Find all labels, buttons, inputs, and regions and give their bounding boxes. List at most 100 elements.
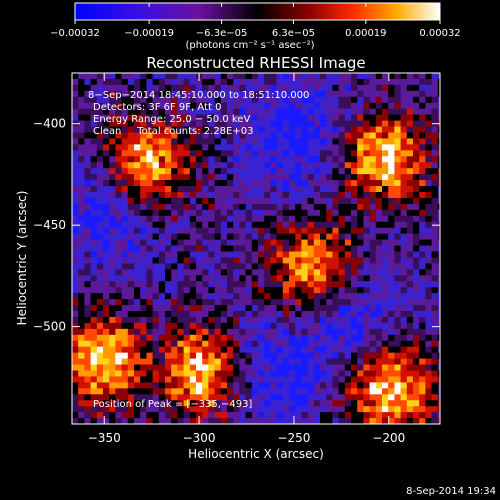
heatmap-cell (431, 376, 439, 383)
heatmap-cell (301, 251, 308, 258)
heatmap-cell (134, 180, 141, 187)
heatmap-cell (344, 334, 352, 342)
heatmap-cell (344, 126, 352, 133)
heatmap-cell (431, 364, 439, 371)
heatmap-cell (425, 132, 432, 139)
heatmap-cell (419, 346, 426, 353)
heatmap-cell (140, 132, 147, 139)
heatmap-cell (375, 120, 383, 127)
heatmap-cell (134, 78, 141, 86)
heatmap-cell (406, 162, 414, 169)
heatmap-cell (301, 96, 308, 104)
heatmap-cell (258, 316, 265, 324)
heatmap-cell (96, 150, 104, 157)
heatmap-cell (307, 96, 315, 104)
heatmap-cell (115, 168, 122, 175)
heatmap-cell (375, 346, 383, 353)
heatmap-cell (183, 84, 191, 92)
heatmap-cell (425, 299, 432, 306)
heatmap-cell (140, 233, 147, 240)
heatmap-cell (382, 126, 389, 133)
heatmap-cell (140, 394, 147, 401)
heatmap-cell (289, 382, 296, 389)
heatmap-cell (227, 144, 234, 151)
heatmap-cell (332, 406, 339, 413)
heatmap-cell (332, 275, 339, 282)
heatmap-cell (258, 305, 265, 312)
heatmap-cell (233, 406, 240, 413)
heatmap-cell (158, 90, 166, 98)
heatmap-cell (363, 299, 370, 306)
heatmap-cell (369, 305, 377, 312)
heatmap-cell (158, 73, 166, 80)
heatmap-cell (375, 138, 383, 145)
heatmap-cell (251, 370, 259, 377)
heatmap-cell (158, 197, 166, 205)
heatmap-cell (406, 138, 414, 145)
heatmap-cell (84, 340, 91, 347)
heatmap-cell (276, 322, 284, 330)
heatmap-cell (351, 120, 358, 127)
heatmap-cell (270, 114, 277, 121)
heatmap-cell (196, 311, 203, 318)
heatmap-cell (388, 412, 395, 419)
heatmap-cell (264, 287, 271, 294)
heatmap-cell (202, 358, 209, 365)
heatmap-cell (338, 168, 346, 175)
heatmap-cell (282, 376, 290, 383)
heatmap-cell (313, 90, 321, 98)
heatmap-cell (239, 96, 246, 104)
heatmap-cell (431, 138, 439, 145)
heatmap-cell (264, 150, 271, 157)
heatmap-cell (419, 90, 426, 98)
heatmap-cell (171, 412, 178, 419)
heatmap-cell (96, 174, 104, 181)
heatmap-cell (109, 305, 116, 312)
heatmap-cell (276, 281, 284, 288)
heatmap-cell (109, 358, 116, 365)
heatmap-cell (382, 299, 389, 306)
heatmap-cell (419, 376, 426, 383)
heatmap-cell (431, 197, 439, 205)
heatmap-cell (295, 221, 302, 228)
heatmap-cell (134, 257, 141, 264)
heatmap-cell (289, 174, 296, 181)
heatmap-cell (214, 340, 222, 347)
heatmap-cell (251, 180, 259, 187)
heatmap-cell (382, 162, 389, 169)
heatmap-cell (313, 376, 321, 383)
heatmap-cell (406, 275, 414, 282)
heatmap-cell (196, 412, 203, 419)
heatmap-cell (121, 311, 129, 318)
heatmap-cell (400, 382, 408, 389)
heatmap-cell (115, 406, 122, 413)
heatmap-cell (72, 322, 79, 330)
heatmap-cell (276, 346, 284, 353)
heatmap-cell (382, 328, 389, 336)
heatmap-cell (400, 311, 408, 318)
heatmap-cell (227, 162, 234, 169)
heatmap-cell (295, 287, 302, 294)
heatmap-cell (264, 197, 271, 205)
heatmap-cell (320, 168, 327, 175)
heatmap-cell (388, 90, 395, 98)
heatmap-cell (320, 84, 327, 92)
heatmap-cell (406, 257, 414, 264)
heatmap-cell (121, 281, 129, 288)
heatmap-cell (375, 394, 383, 401)
heatmap-cell (177, 334, 184, 342)
heatmap-cell (90, 305, 98, 312)
heatmap-cell (233, 334, 240, 342)
heatmap-cell (140, 263, 147, 270)
heatmap-cell (289, 221, 296, 228)
heatmap-cell (382, 340, 389, 347)
heatmap-cell (394, 400, 401, 407)
heatmap-cell (189, 156, 197, 163)
heatmap-cell (363, 328, 370, 336)
heatmap-cell (425, 150, 432, 157)
heatmap-cell (264, 418, 271, 424)
heatmap-cell (332, 334, 339, 342)
heatmap-cell (171, 418, 178, 424)
heatmap-cell (313, 239, 321, 246)
heatmap-cell (431, 316, 439, 324)
